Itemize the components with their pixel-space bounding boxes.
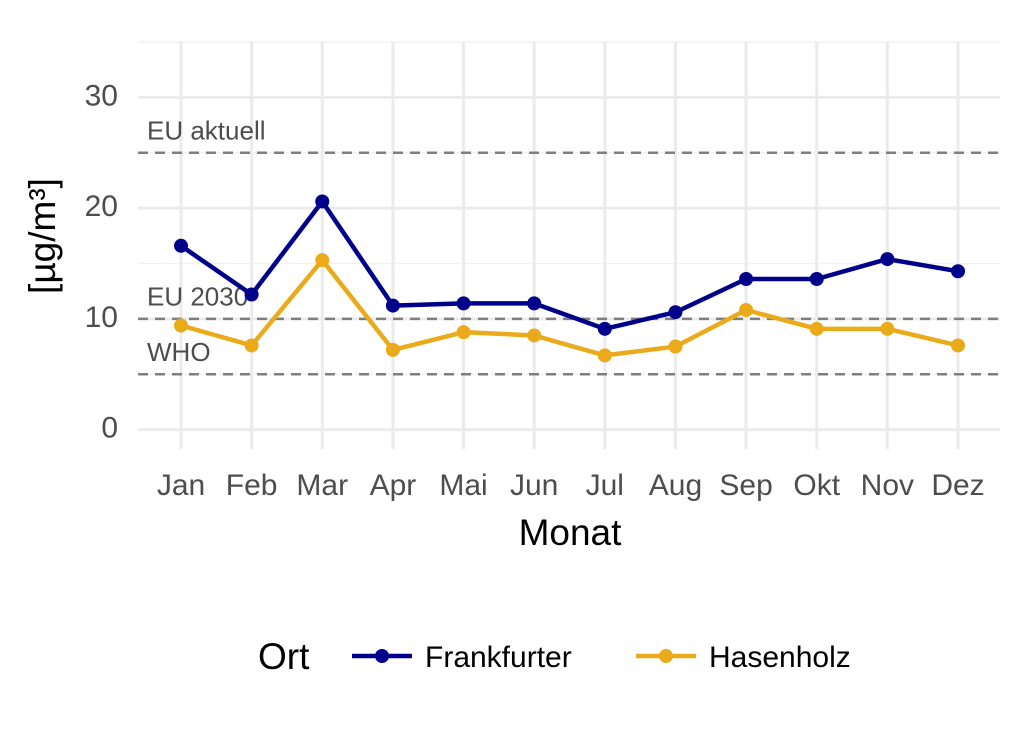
y-tick-label: 10: [85, 301, 118, 334]
data-point: [456, 296, 471, 311]
y-tick-label: 20: [85, 190, 118, 223]
data-point: [527, 296, 542, 311]
data-point: [597, 348, 612, 363]
x-tick-label: Aug: [649, 469, 702, 502]
data-point: [174, 318, 188, 333]
data-point: [951, 264, 965, 279]
legend-marker: [659, 649, 673, 663]
data-point: [315, 253, 330, 268]
x-tick-label: Jul: [586, 469, 624, 502]
legend-label: Frankfurter: [425, 641, 572, 674]
data-point: [809, 272, 824, 287]
data-point: [597, 321, 612, 336]
x-tick-label: Dez: [931, 469, 984, 502]
y-tick-label: 0: [101, 412, 118, 445]
x-axis-title: Monat: [519, 512, 623, 553]
data-point: [527, 328, 542, 343]
x-tick-label: Sep: [719, 469, 772, 502]
data-point: [809, 321, 824, 336]
x-tick-label: Jan: [157, 469, 205, 502]
x-tick-label: Feb: [226, 469, 278, 502]
data-point: [385, 298, 400, 313]
reference-label: EU 2030: [147, 282, 248, 312]
data-point: [315, 194, 330, 209]
y-axis-title: [µg/m³]: [22, 178, 63, 294]
series-line: [180, 257, 959, 358]
data-point: [668, 339, 683, 354]
legend-marker: [375, 649, 389, 663]
data-point: [456, 325, 471, 340]
data-point: [951, 338, 965, 353]
data-point: [739, 303, 754, 318]
x-tick-label: Jun: [510, 469, 558, 502]
legend-title: Ort: [258, 636, 310, 677]
data-point: [174, 238, 188, 253]
x-tick-label: Mai: [439, 469, 487, 502]
data-point: [880, 252, 895, 267]
x-tick-label: Nov: [861, 469, 914, 502]
legend-label: Hasenholz: [709, 641, 851, 674]
data-point: [244, 338, 259, 353]
reference-label: WHO: [147, 337, 211, 367]
data-point: [244, 287, 259, 302]
data-point: [880, 321, 895, 336]
data-point: [739, 272, 754, 287]
x-tick-label: Okt: [793, 469, 840, 502]
x-tick-label: Mar: [296, 469, 348, 502]
data-point: [385, 342, 400, 357]
y-tick-label: 30: [85, 79, 118, 112]
reference-label: EU aktuell: [147, 116, 266, 146]
x-tick-label: Apr: [370, 469, 417, 502]
series-line: [179, 199, 959, 332]
data-point: [668, 305, 683, 320]
